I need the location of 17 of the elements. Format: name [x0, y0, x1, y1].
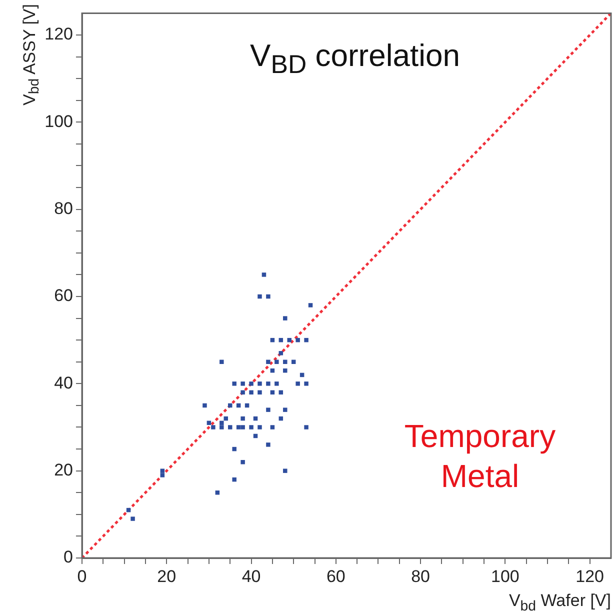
x-tick-label: 60 [326, 566, 346, 586]
text: V$_{BD}$ correlation [249, 38, 461, 80]
annotation: Temporary Metal [403, 417, 557, 496]
y-tick-label: 0 [64, 548, 73, 567]
x-tick-label: 120 [576, 566, 604, 586]
y-tick-label: 20 [54, 460, 73, 480]
y-tick-label: 120 [44, 24, 73, 44]
y-tick-label: 40 [54, 373, 73, 392]
y-tick-label: 80 [54, 199, 73, 218]
x-tick-label: 20 [157, 566, 176, 586]
x-axis-title: V$_{bd}$ Wafer [V] [508, 590, 611, 614]
y-tick-label: 100 [44, 112, 73, 131]
x-tick-label: 40 [242, 566, 261, 586]
x-tick-label: 0 [77, 566, 87, 586]
x-tick-label: 100 [491, 566, 520, 586]
x-tick-label: 80 [411, 566, 430, 586]
y-tick-label: 60 [54, 286, 73, 306]
